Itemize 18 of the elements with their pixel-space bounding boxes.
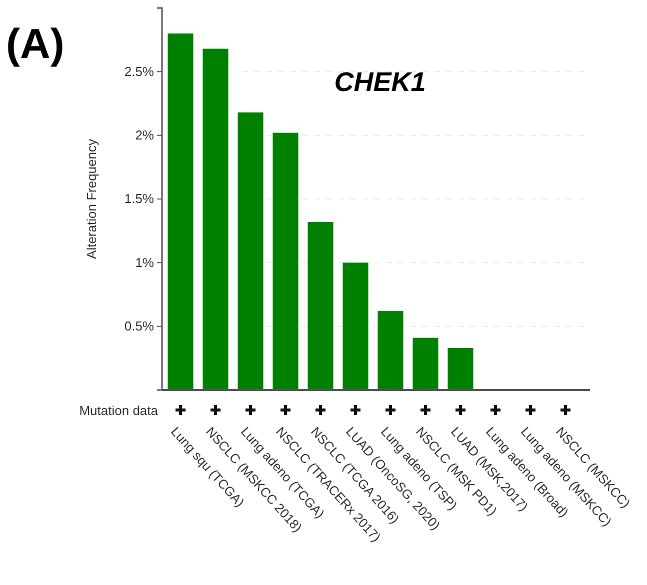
- text: Mutation data: [79, 403, 159, 418]
- bar: [308, 222, 334, 390]
- y-tick-label: 0.5%: [124, 318, 154, 334]
- bar: [168, 33, 194, 390]
- bar: [272, 132, 298, 390]
- y-tick-label: 1%: [135, 254, 154, 270]
- y-tick-label: 2.5%: [124, 64, 154, 79]
- bar: [378, 311, 404, 390]
- bar: [342, 262, 368, 390]
- bar: [238, 112, 264, 390]
- y-tick-label: 2%: [135, 127, 154, 142]
- bar: [412, 338, 438, 390]
- text: CHEK1: [334, 67, 426, 97]
- text: (A): [6, 20, 64, 67]
- y-tick-label: 1.5%: [124, 191, 154, 206]
- bar: [202, 48, 228, 390]
- bar: [448, 348, 474, 390]
- y-axis-title: Alteration Frequency: [84, 138, 99, 259]
